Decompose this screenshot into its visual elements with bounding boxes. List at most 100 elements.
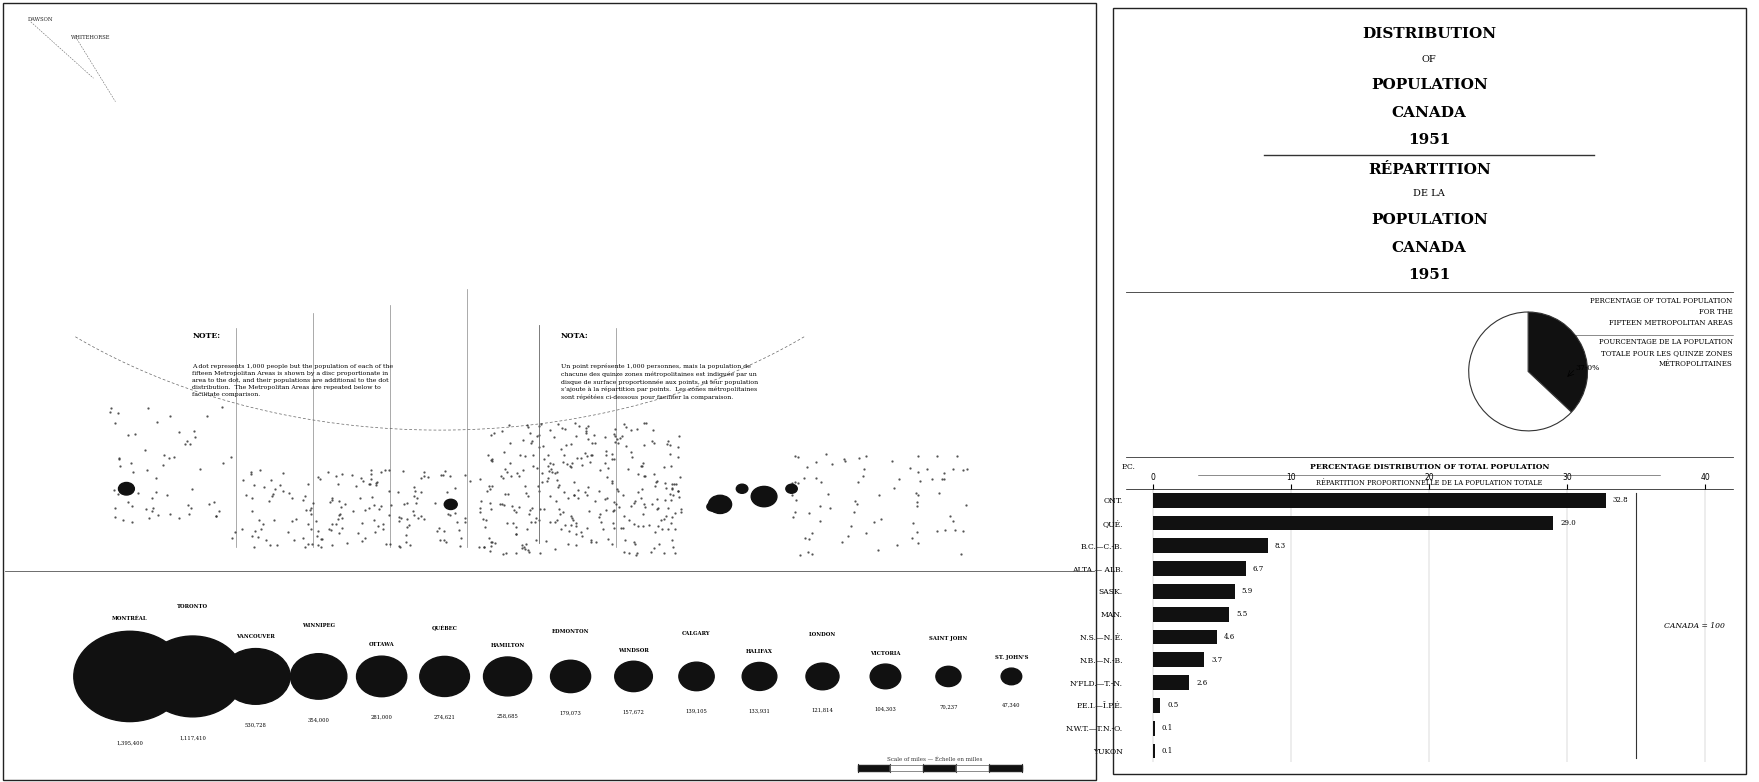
Text: CALGARY: CALGARY: [682, 632, 711, 637]
Point: [610, 510, 639, 522]
Point: [600, 522, 628, 534]
Point: [526, 547, 554, 559]
Point: [535, 472, 563, 484]
Point: [899, 532, 927, 544]
Point: [878, 455, 906, 468]
Point: [134, 465, 162, 477]
Point: [294, 538, 322, 551]
Point: [783, 493, 811, 506]
Point: [781, 476, 809, 489]
Point: [306, 473, 334, 486]
Point: [433, 486, 461, 498]
Point: [830, 453, 858, 465]
Point: [561, 417, 589, 429]
Point: [529, 439, 558, 452]
Point: [359, 499, 387, 511]
Point: [278, 492, 306, 504]
Point: [517, 436, 545, 449]
Point: [218, 532, 246, 544]
Point: [392, 536, 420, 548]
Point: [526, 418, 554, 430]
Point: [174, 498, 202, 511]
Text: VICTORIA: VICTORIA: [871, 651, 901, 655]
Point: [468, 513, 496, 526]
Point: [656, 493, 684, 506]
Point: [246, 464, 274, 476]
Point: [628, 492, 656, 504]
Point: [621, 537, 649, 550]
Point: [524, 514, 552, 526]
Point: [904, 536, 932, 549]
Point: [524, 480, 552, 493]
Text: 37·0%: 37·0%: [1576, 364, 1601, 372]
Point: [603, 436, 631, 449]
Point: [654, 502, 682, 515]
Point: [132, 503, 160, 515]
Point: [649, 547, 677, 559]
Point: [480, 426, 508, 439]
Point: [630, 417, 658, 429]
Point: [171, 438, 199, 450]
Text: 1951: 1951: [1407, 268, 1451, 282]
Point: [362, 479, 390, 491]
Bar: [890, 765, 923, 771]
Point: [466, 506, 494, 518]
Point: [551, 423, 579, 436]
Point: [799, 526, 827, 539]
Point: [329, 522, 357, 535]
Point: [232, 489, 260, 501]
Point: [442, 507, 470, 519]
Point: [325, 527, 354, 540]
Point: [542, 466, 570, 479]
Point: [591, 504, 619, 516]
Point: [375, 508, 403, 521]
Point: [317, 539, 345, 551]
Point: [477, 536, 505, 548]
Point: [514, 418, 542, 431]
Point: [222, 526, 250, 539]
Point: [612, 439, 640, 452]
Point: [533, 460, 561, 472]
Point: [241, 541, 269, 554]
Point: [573, 433, 602, 446]
Point: [489, 425, 517, 437]
Point: [357, 478, 385, 490]
Point: [491, 487, 519, 500]
Point: [777, 489, 806, 501]
Point: [357, 468, 385, 480]
Ellipse shape: [445, 499, 457, 510]
Point: [535, 457, 563, 469]
Point: [324, 513, 352, 526]
Point: [399, 490, 427, 503]
Point: [628, 460, 656, 472]
Point: [552, 458, 580, 471]
Point: [616, 424, 644, 436]
Bar: [1154, 493, 1606, 508]
Point: [559, 490, 588, 502]
Text: WINNIPEG: WINNIPEG: [303, 622, 336, 628]
Point: [950, 525, 978, 537]
Point: [317, 523, 345, 536]
Point: [274, 526, 303, 538]
Point: [582, 536, 610, 548]
Point: [612, 421, 640, 433]
Ellipse shape: [936, 666, 960, 687]
Point: [528, 467, 556, 479]
Point: [617, 450, 646, 463]
Point: [327, 500, 355, 513]
Point: [519, 459, 547, 472]
Point: [142, 472, 171, 484]
Point: [902, 487, 931, 500]
Point: [631, 500, 660, 513]
Point: [491, 499, 519, 511]
Point: [317, 492, 345, 504]
Point: [327, 511, 355, 524]
Text: 258,685: 258,685: [496, 714, 519, 719]
Point: [257, 490, 285, 502]
Point: [150, 459, 178, 472]
Point: [510, 433, 538, 446]
Point: [178, 483, 206, 496]
Point: [598, 505, 626, 518]
Text: P.C.: P.C.: [1122, 462, 1136, 471]
Point: [656, 488, 684, 500]
